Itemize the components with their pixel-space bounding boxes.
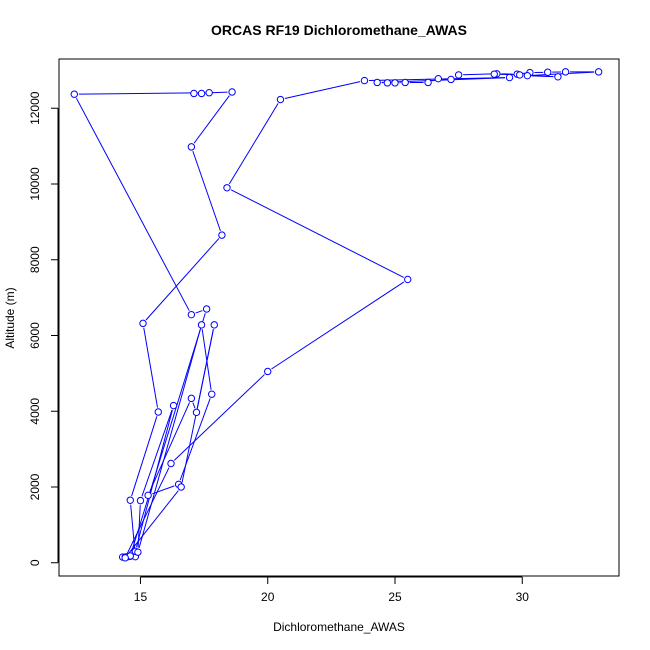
data-point: [505, 73, 514, 82]
data-point: [447, 75, 455, 84]
points-layer: [70, 68, 603, 562]
data-point: [205, 89, 213, 97]
data-point: [490, 70, 498, 78]
data-point: [434, 74, 442, 83]
data-point: [391, 79, 399, 87]
series-segment: [136, 409, 173, 548]
data-point: [197, 89, 206, 98]
series-segment: [228, 103, 279, 185]
series-segment: [193, 95, 230, 144]
data-point: [187, 394, 196, 403]
data-point: [218, 231, 226, 239]
y-tick-label: 4000: [28, 398, 42, 425]
data-point: [404, 275, 412, 284]
data-point: [554, 73, 562, 81]
y-axis: 0 2000 4000 6000 8000 10000 12000: [28, 91, 59, 566]
x-axis: 15 20 25 30: [134, 576, 530, 604]
series-segment: [131, 416, 158, 497]
series-segment: [143, 327, 159, 408]
x-tick-label: 30: [516, 590, 530, 604]
series-segment: [145, 238, 220, 321]
data-point: [401, 78, 409, 87]
series-segment: [463, 73, 493, 76]
data-point: [70, 90, 78, 98]
data-point: [144, 491, 152, 500]
data-point: [360, 76, 369, 85]
data-point: [373, 78, 381, 87]
series-segment: [192, 402, 196, 409]
data-point: [192, 408, 201, 417]
series-segment: [131, 313, 206, 552]
series-segment: [149, 402, 190, 492]
data-point: [167, 459, 175, 468]
chart-title: ORCAS RF19 Dichloromethane_AWAS: [211, 22, 467, 38]
x-tick-label: 25: [388, 590, 402, 604]
series-segment: [138, 329, 201, 548]
series-segment: [141, 409, 173, 497]
data-point: [139, 319, 147, 328]
series-segment: [126, 467, 170, 554]
data-point: [197, 321, 206, 329]
series-layer: [75, 71, 595, 555]
data-point: [154, 408, 162, 416]
series-segment: [284, 81, 361, 100]
series-segment: [181, 329, 214, 483]
series-segment: [195, 310, 203, 314]
data-point: [210, 321, 218, 329]
data-point: [424, 78, 432, 87]
data-point: [561, 68, 570, 76]
y-tick-label: 10000: [28, 167, 42, 201]
data-point: [516, 71, 524, 79]
data-point: [223, 184, 231, 192]
y-tick-label: 0: [28, 559, 42, 566]
data-point: [276, 95, 285, 104]
data-point: [594, 68, 603, 76]
plot-area-frame: [58, 58, 620, 577]
y-tick-label: 12000: [28, 91, 42, 125]
x-tick-label: 20: [261, 590, 275, 604]
data-point: [121, 554, 129, 562]
series-segment: [75, 97, 190, 311]
series-segment: [201, 329, 212, 390]
series-segment: [173, 374, 265, 461]
data-point: [454, 71, 463, 79]
data-point: [134, 548, 142, 556]
y-tick-label: 2000: [28, 473, 42, 500]
series-segment: [432, 79, 435, 82]
data-point: [187, 143, 196, 151]
data-point: [136, 496, 145, 505]
data-point: [208, 390, 216, 398]
series-segment: [152, 485, 175, 495]
x-axis-label: Dichloromethane_AWAS: [273, 620, 405, 634]
data-point: [544, 68, 552, 76]
x-tick-label: 15: [134, 590, 148, 604]
data-point: [228, 88, 236, 96]
data-point: [169, 401, 178, 410]
data-point: [177, 483, 185, 491]
data-point: [264, 367, 272, 376]
data-point: [202, 305, 211, 313]
data-point: [523, 71, 532, 80]
data-point: [190, 89, 198, 98]
data-point: [383, 79, 392, 87]
y-tick-label: 6000: [28, 322, 42, 349]
series-segment: [192, 150, 221, 232]
series-segment: [78, 92, 205, 95]
series-segment: [230, 189, 404, 278]
series-segment: [271, 281, 405, 370]
data-point: [187, 310, 196, 319]
y-tick-label: 8000: [28, 246, 42, 273]
series-segment: [127, 490, 179, 555]
y-axis-label: Altitude (m): [3, 287, 17, 348]
data-point: [126, 496, 134, 504]
